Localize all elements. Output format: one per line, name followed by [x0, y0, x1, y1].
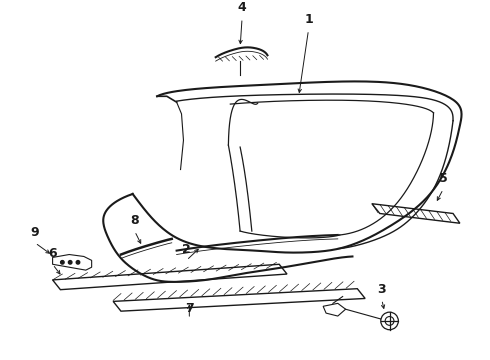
Text: 8: 8	[130, 214, 139, 227]
Text: 5: 5	[439, 172, 448, 185]
Circle shape	[76, 261, 80, 264]
Polygon shape	[372, 204, 460, 223]
Text: 3: 3	[377, 283, 386, 296]
Text: 4: 4	[238, 1, 246, 14]
Polygon shape	[52, 264, 287, 290]
Circle shape	[69, 261, 72, 264]
Circle shape	[385, 316, 394, 325]
Polygon shape	[323, 303, 345, 316]
Text: 2: 2	[182, 243, 191, 256]
Polygon shape	[52, 255, 92, 270]
Text: 1: 1	[304, 13, 313, 26]
Circle shape	[381, 312, 398, 330]
Circle shape	[61, 261, 64, 264]
Polygon shape	[113, 289, 365, 311]
Text: 6: 6	[49, 247, 57, 260]
Text: 9: 9	[31, 226, 39, 239]
Text: 7: 7	[185, 302, 194, 315]
